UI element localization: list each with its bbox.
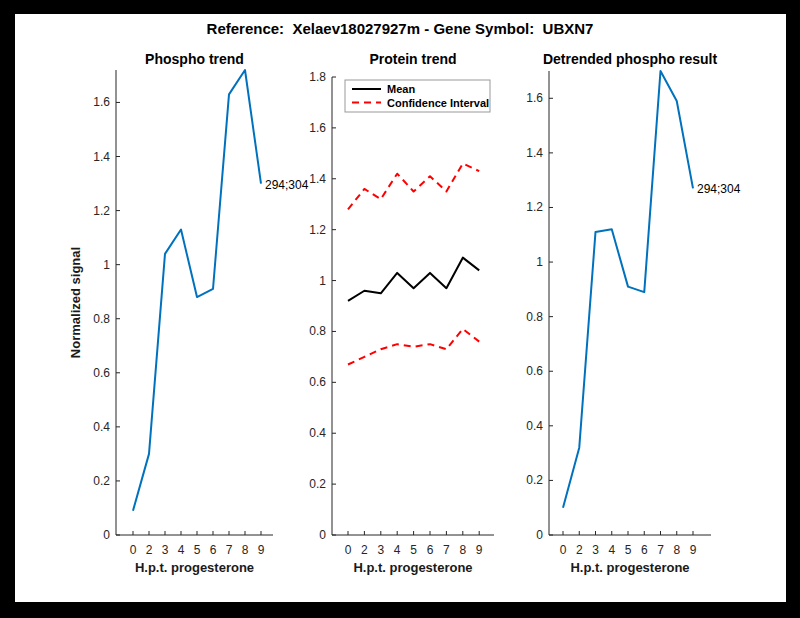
y-tick-label: 1.2 [526,200,543,214]
y-tick-label: 0.8 [526,310,543,324]
y-tick-label: 0.6 [309,375,326,389]
y-tick-label: 0.2 [309,477,326,491]
x-axis-label: H.p.t. progesterone [135,560,254,575]
datatip-label: 294;304 [265,178,309,192]
x-tick-label: 5 [625,543,632,557]
x-tick-label: 6 [641,543,648,557]
phospho-line [133,70,261,511]
ci-upper-line [348,164,479,210]
y-tick-label: 1.6 [309,121,326,135]
x-tick-label: 2 [576,543,583,557]
x-tick-label: 2 [361,543,368,557]
datatip-label: 294;304 [697,182,741,196]
detrended-line [563,71,693,508]
y-tick-label: 0 [319,528,326,542]
subplot-title: Protein trend [369,51,456,67]
y-tick-label: 0.6 [526,364,543,378]
y-tick-label: 0.4 [93,420,110,434]
x-tick-label: 2 [146,543,153,557]
x-tick-label: 6 [210,543,217,557]
y-tick-label: 0.8 [93,312,110,326]
legend-entry-label: Confidence Interval [387,97,489,109]
axis-spines [116,70,273,535]
subplot-phospho-trend: 02345678900.20.40.60.811.21.41.6Phospho … [68,51,309,575]
legend-box: Mean Confidence Interval [345,80,490,112]
x-tick-label: 9 [258,543,265,557]
axis-spines [332,77,494,535]
x-tick-label: 0 [345,543,352,557]
y-tick-label: 0.2 [526,473,543,487]
x-tick-label: 4 [608,543,615,557]
subplot-title: Detrended phospho result [543,51,718,67]
x-tick-label: 8 [242,543,249,557]
y-tick-label: 1.2 [93,204,110,218]
x-axis-label: H.p.t. progesterone [570,560,689,575]
y-tick-label: 0.6 [93,366,110,380]
x-tick-label: 5 [410,543,417,557]
x-tick-label: 8 [673,543,680,557]
y-tick-label: 0.4 [309,426,326,440]
subplot-protein-trend: 02345678900.20.40.60.811.21.41.61.8Prote… [309,51,494,575]
y-tick-label: 1 [536,255,543,269]
x-axis-label: H.p.t. progesterone [353,560,472,575]
y-tick-label: 0.4 [526,419,543,433]
legend-entry-label: Mean [387,83,415,95]
y-tick-label: 1.4 [526,146,543,160]
y-tick-label: 1.8 [309,70,326,84]
subplot-detrended-phospho-result: 02345678900.20.40.60.811.21.41.6Detrende… [526,51,740,575]
y-tick-label: 0.2 [93,474,110,488]
x-tick-label: 9 [476,543,483,557]
x-tick-label: 7 [657,543,664,557]
x-tick-label: 7 [443,543,450,557]
x-tick-label: 3 [377,543,384,557]
x-tick-label: 0 [130,543,137,557]
y-tick-label: 1 [319,274,326,288]
y-tick-label: 1.2 [309,223,326,237]
x-tick-label: 3 [162,543,169,557]
y-tick-label: 1.4 [93,150,110,164]
y-tick-label: 1 [103,258,110,272]
charts-svg: 02345678900.20.40.60.811.21.41.6Phospho … [0,0,800,618]
axis-spines [549,71,711,535]
y-tick-label: 0 [103,528,110,542]
ci-lower-line [348,329,479,365]
x-tick-label: 6 [427,543,434,557]
x-tick-label: 5 [194,543,201,557]
mean-line [348,258,479,301]
x-tick-label: 3 [592,543,599,557]
y-axis-label: Normalized signal [68,247,83,358]
y-tick-label: 1.4 [309,172,326,186]
x-tick-label: 4 [394,543,401,557]
y-tick-label: 1.6 [526,91,543,105]
y-tick-label: 0 [536,528,543,542]
y-tick-label: 1.6 [93,95,110,109]
subplot-title: Phospho trend [145,51,244,67]
x-tick-label: 4 [178,543,185,557]
x-tick-label: 0 [560,543,567,557]
x-tick-label: 7 [226,543,233,557]
y-tick-label: 0.8 [309,324,326,338]
x-tick-label: 8 [459,543,466,557]
figure-frame: Reference: Xelaev18027927m - Gene Symbol… [0,0,800,618]
x-tick-label: 9 [690,543,697,557]
